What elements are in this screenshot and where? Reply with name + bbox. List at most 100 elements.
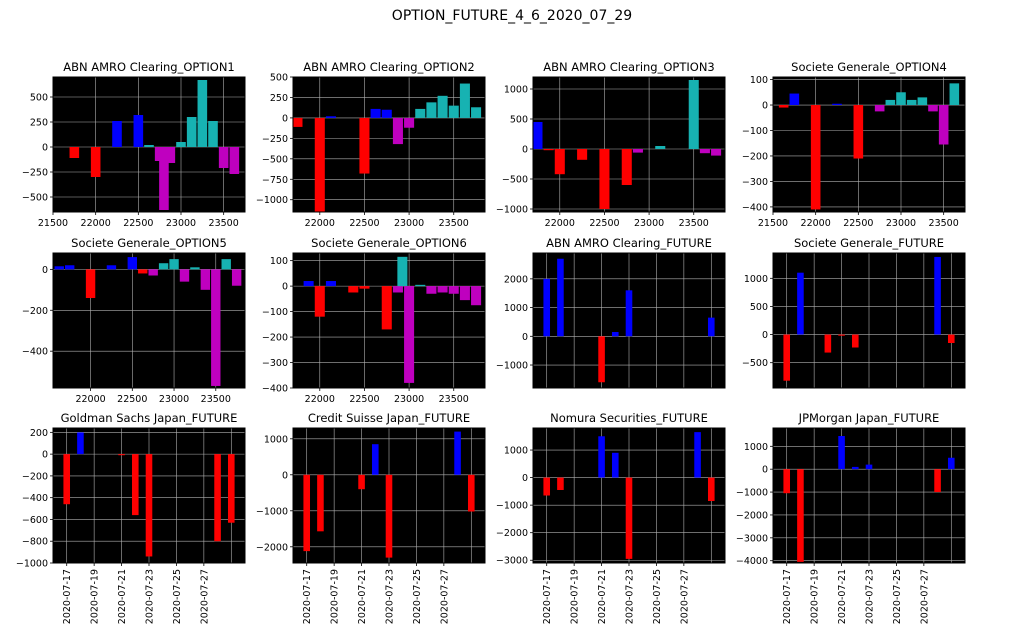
bar <box>392 286 403 293</box>
y-tick-label: 0 <box>42 143 48 154</box>
x-tick-label: 23000 <box>394 218 424 229</box>
subplot-5: Societe Generale_OPTION5 0 −200 −400 22000 22… <box>22 236 246 405</box>
y-tick-label: −4000 <box>736 556 768 567</box>
x-tick-label: 22000 <box>75 394 105 405</box>
bar <box>63 454 71 505</box>
y-tick-label: −400 <box>22 347 48 358</box>
bar <box>824 334 832 353</box>
x-tick-label: 22500 <box>589 218 619 229</box>
bar <box>404 286 415 383</box>
subplot-3: ABN AMRO Clearing_OPTION3 1000 500 0 −500 −10… <box>496 60 726 229</box>
bar <box>231 269 242 286</box>
bar <box>131 454 139 516</box>
bar <box>54 266 64 270</box>
bar <box>577 149 588 160</box>
x-tick-label: 23500 <box>439 218 469 229</box>
bar <box>303 281 314 287</box>
y-tick-label: 0 <box>282 113 288 124</box>
y-tick-label: 1000 <box>264 434 288 445</box>
y-tick-label: −2000 <box>256 542 288 553</box>
bar <box>599 149 610 209</box>
x-tick-label: 23000 <box>159 394 189 405</box>
x-tick-label: 23500 <box>209 218 239 229</box>
plot-frame <box>52 252 246 389</box>
plot-area <box>773 77 965 212</box>
bar <box>370 108 381 118</box>
bar <box>227 454 235 523</box>
bar <box>348 286 359 293</box>
bar <box>851 466 859 470</box>
x-tick-label: 2020-07-27 <box>199 569 210 624</box>
y-tick-label: 500 <box>270 73 288 84</box>
bar <box>314 286 325 317</box>
bar <box>397 256 408 287</box>
y-tick-label: 250 <box>30 118 48 129</box>
y-tick-label: −1000 <box>16 559 48 570</box>
x-tick-label: 2020-07-19 <box>90 569 101 624</box>
subplot-8: Societe Generale_FUTURE 1000 500 0 −500 <box>742 236 966 389</box>
y-tick-label: −1000 <box>256 195 288 206</box>
bar <box>176 142 186 147</box>
bar <box>917 97 928 106</box>
bar <box>448 105 459 118</box>
x-tick-label: 2020-07-25 <box>172 569 183 624</box>
bar <box>783 334 791 381</box>
x-tick-label: 22000 <box>81 218 111 229</box>
bar <box>214 454 221 542</box>
x-tick-label: 2020-07-19 <box>810 569 821 624</box>
bar <box>543 477 551 496</box>
subplot-title: ABN AMRO Clearing_OPTION3 <box>543 60 714 74</box>
subplot-title: Goldman Sachs Japan_FUTURE <box>61 411 238 425</box>
bar <box>112 121 122 147</box>
x-tick-label: 23500 <box>679 218 709 229</box>
bar <box>625 477 633 559</box>
subplot-title: ABN AMRO Clearing_OPTION1 <box>63 60 234 74</box>
y-tick-label: 1000 <box>744 442 768 453</box>
bar <box>200 269 211 290</box>
bar <box>711 149 722 156</box>
x-tick-label: 22000 <box>545 218 575 229</box>
subplot-title: Societe Generale_OPTION6 <box>311 236 467 250</box>
x-tick-label: 23000 <box>634 218 664 229</box>
y-tick-label: −3000 <box>496 556 528 567</box>
y-tick-label: 500 <box>510 115 528 126</box>
y-tick-label: −300 <box>262 358 288 369</box>
bar <box>359 286 370 289</box>
y-tick-label: −2000 <box>736 510 768 521</box>
x-tick-label: 2020-07-21 <box>117 569 128 624</box>
bar <box>851 334 859 348</box>
bar <box>838 334 845 336</box>
bar <box>426 102 437 118</box>
x-tick-label: 22000 <box>801 218 831 229</box>
bar <box>169 259 179 270</box>
bar <box>832 103 842 106</box>
bar <box>65 265 75 270</box>
y-tick-label: 0 <box>282 470 288 481</box>
bar <box>186 117 197 147</box>
y-tick-label: 0 <box>42 450 48 461</box>
x-tick-label: 2020-07-27 <box>919 569 930 624</box>
bar <box>543 278 551 337</box>
bar <box>554 149 565 175</box>
plot-frame <box>772 252 966 389</box>
bar <box>471 107 482 118</box>
y-tick-label: 250 <box>270 93 288 104</box>
subplot-title: JPMorgan Japan_FUTURE <box>798 411 940 425</box>
bar <box>325 116 336 118</box>
bar <box>85 269 96 298</box>
bar <box>127 257 137 270</box>
bar <box>934 469 941 493</box>
x-tick-label: 2020-07-21 <box>597 569 608 624</box>
y-tick-label: −500 <box>502 175 528 186</box>
subplot-title: ABN AMRO Clearing_FUTURE <box>546 236 712 250</box>
bar <box>928 105 938 112</box>
bar <box>437 286 448 293</box>
subplot-7: ABN AMRO Clearing_FUTURE 2000 1000 0 −1000 <box>496 236 726 389</box>
subplot-title: Societe Generale_OPTION4 <box>791 60 947 74</box>
bar <box>303 474 311 552</box>
plot-frame <box>292 252 486 389</box>
y-tick-label: −200 <box>742 151 768 162</box>
bar <box>381 109 392 118</box>
bar <box>229 147 240 174</box>
y-tick-label: −1000 <box>496 361 528 372</box>
